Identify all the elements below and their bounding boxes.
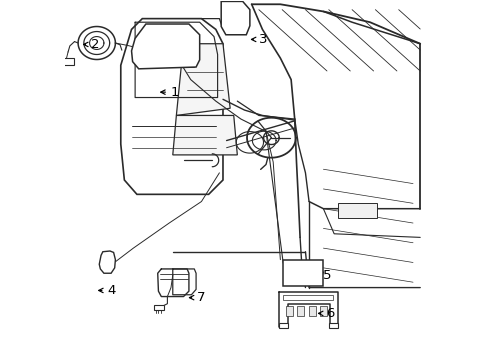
Text: 3: 3 xyxy=(251,33,267,46)
Text: 5: 5 xyxy=(315,269,331,282)
Polygon shape xyxy=(58,60,61,63)
Text: 1: 1 xyxy=(161,86,179,99)
Polygon shape xyxy=(154,305,163,310)
Polygon shape xyxy=(278,323,287,328)
Polygon shape xyxy=(283,296,333,301)
Polygon shape xyxy=(285,306,292,316)
Text: 7: 7 xyxy=(189,291,205,304)
Polygon shape xyxy=(172,116,237,155)
Polygon shape xyxy=(221,1,249,35)
Polygon shape xyxy=(58,56,61,59)
Polygon shape xyxy=(328,323,337,328)
Polygon shape xyxy=(131,24,199,69)
Polygon shape xyxy=(58,64,61,67)
Polygon shape xyxy=(121,19,223,194)
Polygon shape xyxy=(99,251,115,273)
Text: 2: 2 xyxy=(83,38,100,51)
Polygon shape xyxy=(63,58,74,65)
Text: 6: 6 xyxy=(318,307,334,320)
Polygon shape xyxy=(297,306,304,316)
Polygon shape xyxy=(337,203,376,218)
Polygon shape xyxy=(176,44,230,116)
Polygon shape xyxy=(308,306,315,316)
Text: 4: 4 xyxy=(99,284,116,297)
Polygon shape xyxy=(283,260,322,286)
Polygon shape xyxy=(320,306,326,316)
